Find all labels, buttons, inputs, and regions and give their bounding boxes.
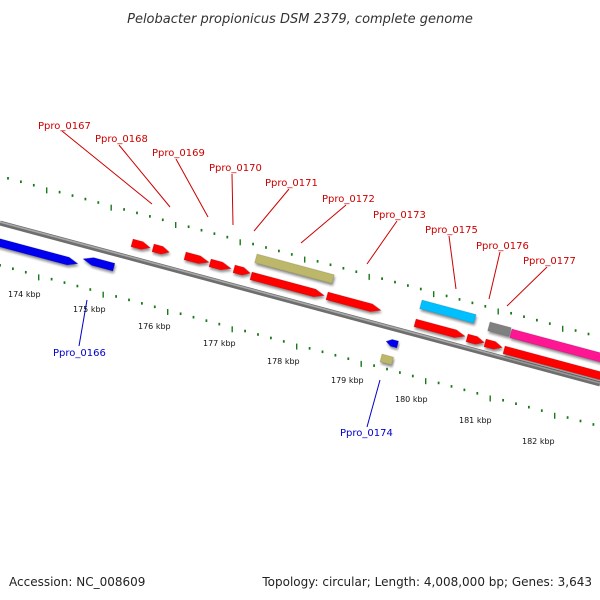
gene-label-ppro-0166[interactable]: Ppro_0166 [53,348,106,359]
scale-labels: 174 kbp 175 kbp 176 kbp 177 kbp 178 kbp … [8,290,555,446]
leader-line-10 [78,299,88,347]
gene-label-ppro-0172[interactable]: Ppro_0172 [322,194,375,205]
gene-ppro-0173[interactable] [325,291,382,314]
gene-label-ppro-0170[interactable]: Ppro_0170 [209,163,262,174]
gene-ppro-0171[interactable] [254,253,335,284]
gene-ppro-0176a[interactable] [465,333,485,346]
gene-labels: Ppro_0167 Ppro_0168 Ppro_0169 Ppro_0170 … [38,121,576,439]
gene-label-ppro-0177[interactable]: Ppro_0177 [523,256,576,267]
scale-label-178: 178 kbp [267,357,300,366]
gene-features [0,235,600,382]
leader-line-4 [253,188,290,232]
backbone-line [0,220,600,387]
inner-tick-track [0,264,595,426]
leader-line-6 [366,220,398,265]
gene-label-ppro-0176[interactable]: Ppro_0176 [476,241,529,252]
leader-line-8 [488,251,501,300]
gene-ppro-0168[interactable] [151,243,170,256]
backbone [0,220,600,387]
leader-line-5 [300,204,347,244]
gene-ppro-0166-block[interactable] [0,235,79,268]
gene-ppro-0178[interactable] [502,345,600,382]
label-leader-lines [61,130,548,428]
scale-label-180: 180 kbp [395,395,428,404]
leader-line-0 [61,130,153,205]
gene-label-ppro-0167[interactable]: Ppro_0167 [38,121,91,132]
map-title: Pelobacter propionicus DSM 2379, complet… [127,12,473,27]
leader-line-2 [175,158,209,218]
accession-text: Accession: NC_008609 [9,575,145,589]
gene-ppro-0170[interactable] [208,258,232,272]
leader-line-11 [366,379,381,428]
scale-label-176: 176 kbp [138,322,171,331]
scale-label-175: 175 kbp [73,305,106,314]
gene-ppro-0174[interactable] [379,353,394,366]
gene-ppro-0166-arrow[interactable] [82,255,116,272]
gene-ppro-0177a[interactable] [487,321,512,337]
gene-ppro-0177[interactable] [509,328,600,364]
gene-ppro-0169[interactable] [183,251,210,266]
leader-line-1 [118,144,171,208]
gene-ppro-0175[interactable] [419,299,477,324]
gene-ppro-0167[interactable] [130,238,151,252]
genome-summary-text: Topology: circular; Length: 4,008,000 bp… [261,575,592,589]
backbone-highlight [0,221,600,384]
gene-ppro-0171a[interactable] [232,264,251,277]
gene-ppro-0175b[interactable] [413,318,466,340]
scale-label-182: 182 kbp [522,437,555,446]
leader-line-7 [448,235,457,290]
leader-line-9 [506,266,548,307]
scale-label-179: 179 kbp [331,376,364,385]
gene-label-ppro-0169[interactable]: Ppro_0169 [152,148,205,159]
scale-label-181: 181 kbp [459,416,492,425]
outer-tick-track [7,177,590,336]
gene-label-ppro-0173[interactable]: Ppro_0173 [373,210,426,221]
scale-label-174: 174 kbp [8,290,41,299]
gene-ppro-0174-arrow[interactable] [385,338,399,349]
gene-label-ppro-0175[interactable]: Ppro_0175 [425,225,478,236]
leader-line-3 [231,173,234,226]
gene-label-ppro-0174[interactable]: Ppro_0174 [340,428,393,439]
scale-label-177: 177 kbp [203,339,236,348]
gene-label-ppro-0168[interactable]: Ppro_0168 [95,134,148,145]
gene-label-ppro-0171[interactable]: Ppro_0171 [265,178,318,189]
gene-ppro-0176[interactable] [483,338,503,351]
gene-ppro-0172[interactable] [249,271,326,299]
